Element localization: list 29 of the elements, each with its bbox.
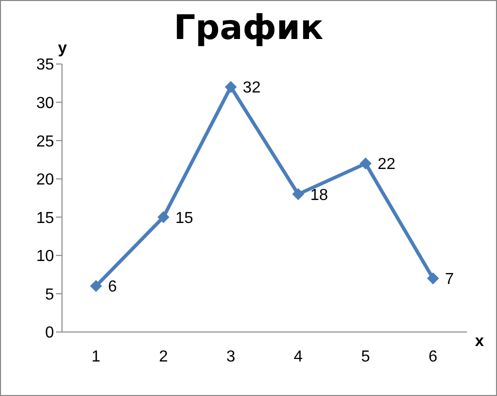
- x-axis-title: x: [475, 333, 484, 351]
- x-tick-label: 2: [158, 348, 168, 366]
- point: [157, 211, 170, 224]
- y-tick-label: 20: [36, 172, 54, 189]
- y-tick-label: 10: [36, 248, 54, 266]
- data-label: 7: [445, 271, 454, 288]
- x-tick-label: 3: [226, 348, 236, 366]
- data-label: 22: [378, 156, 396, 174]
- chart-title: График: [174, 8, 324, 48]
- x-tick-label: 1: [92, 348, 101, 366]
- data-label: 18: [310, 186, 328, 204]
- point: [360, 158, 372, 170]
- y-axis-title: y: [58, 40, 67, 58]
- point: [90, 280, 102, 292]
- data-label: 6: [108, 278, 117, 296]
- x-tick-label: 6: [428, 348, 438, 366]
- y-tick-label: 25: [36, 133, 54, 150]
- y-tick-label: 35: [36, 56, 54, 74]
- y-tick-label: 15: [36, 210, 54, 227]
- y-tick-label: 5: [45, 286, 54, 304]
- point: [427, 272, 439, 284]
- point: [292, 188, 304, 200]
- y-tick-label: 30: [36, 94, 54, 112]
- y-tick-label: 0: [45, 324, 54, 342]
- data-label: 15: [175, 210, 194, 227]
- data-label: 32: [242, 80, 261, 97]
- x-tick-label: 5: [361, 348, 370, 366]
- x-tick-label: 4: [294, 348, 303, 366]
- point: [224, 80, 237, 93]
